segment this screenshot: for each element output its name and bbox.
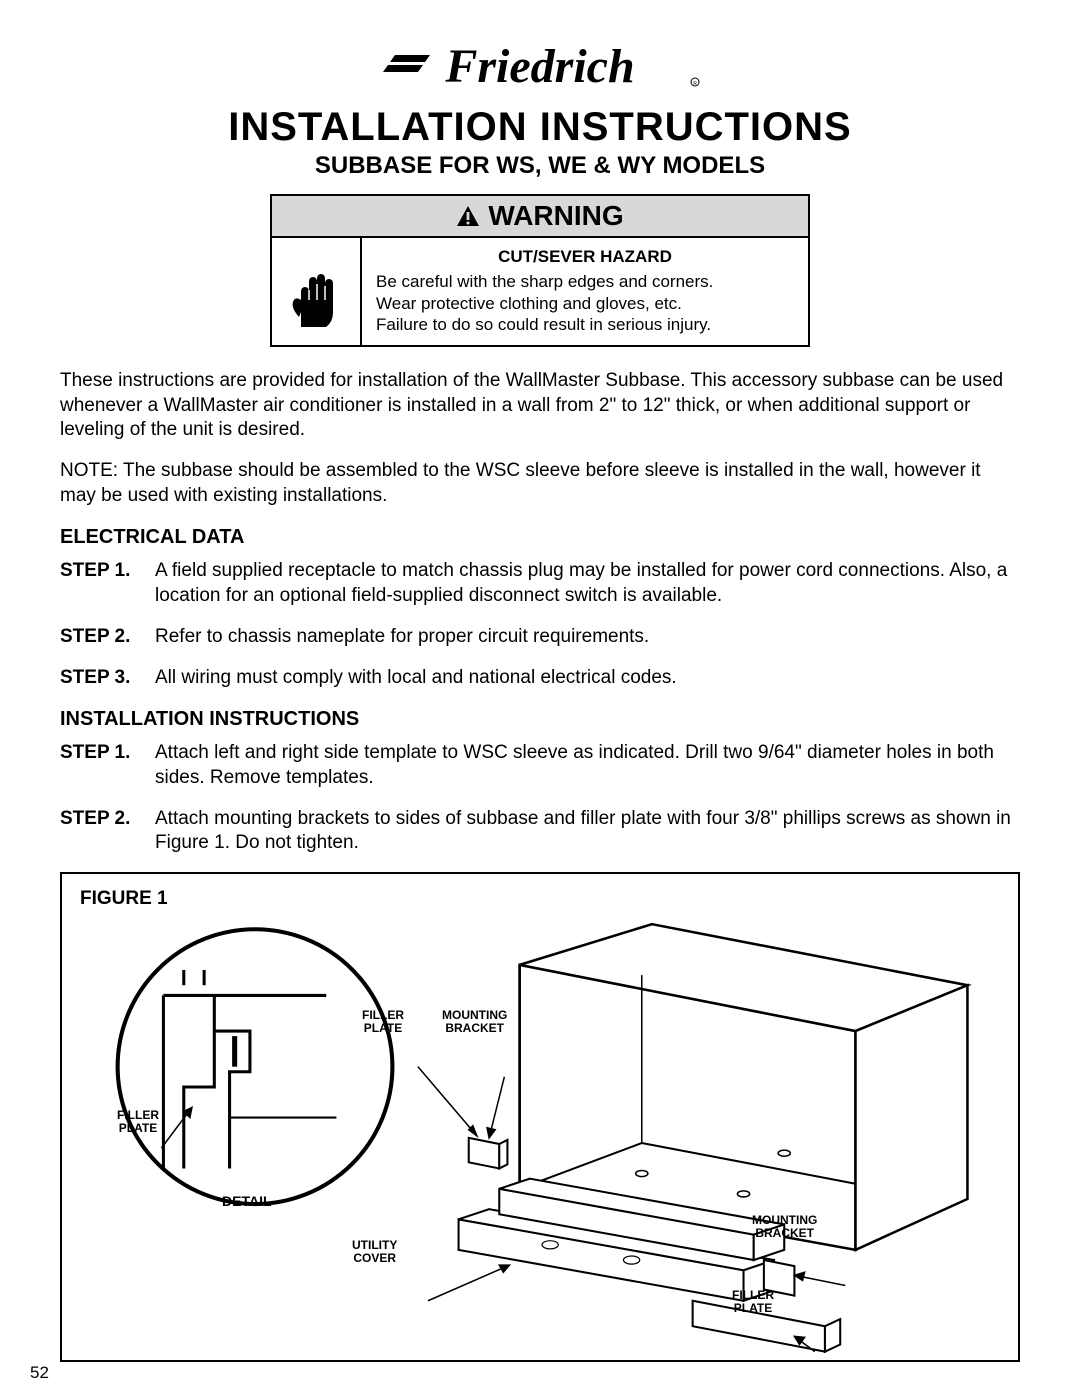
step-label: STEP 3. — [60, 666, 155, 691]
step-row: STEP 1.A field supplied receptacle to ma… — [60, 559, 1020, 608]
step-text: Attach mounting brackets to sides of sub… — [155, 807, 1020, 856]
step-row: STEP 1.Attach left and right side templa… — [60, 741, 1020, 790]
step-row: STEP 3.All wiring must comply with local… — [60, 666, 1020, 691]
step-text: Refer to chassis nameplate for proper ci… — [155, 625, 1020, 650]
figure-diagram — [82, 914, 998, 1362]
electrical-heading: ELECTRICAL DATA — [60, 526, 1020, 549]
warning-triangle-icon — [456, 205, 480, 227]
warning-line: Failure to do so could result in serious… — [376, 314, 794, 335]
brand-logo: Friedrich R — [60, 40, 1020, 97]
label-mounting-bracket-right: MOUNTINGBRACKET — [752, 1214, 817, 1240]
label-utility-cover: UTILITYCOVER — [352, 1239, 397, 1265]
label-filler-plate-right: FILLERPLATE — [732, 1289, 774, 1315]
warning-box: WARNING CUT/SEVER HAZARD Be careful with… — [270, 194, 810, 347]
figure-box: FIGURE 1 — [60, 872, 1020, 1362]
hazard-title: CUT/SEVER HAZARD — [376, 246, 794, 267]
step-text: All wiring must comply with local and na… — [155, 666, 1020, 691]
step-label: STEP 1. — [60, 559, 155, 608]
figure-title: FIGURE 1 — [80, 888, 1000, 910]
step-row: STEP 2.Refer to chassis nameplate for pr… — [60, 625, 1020, 650]
label-mounting-bracket-top: MOUNTINGBRACKET — [442, 1009, 507, 1035]
hand-icon — [272, 238, 362, 345]
warning-line: Wear protective clothing and gloves, etc… — [376, 293, 794, 314]
warning-title: WARNING — [488, 200, 623, 232]
step-label: STEP 2. — [60, 625, 155, 650]
warning-header: WARNING — [272, 196, 808, 238]
step-label: STEP 1. — [60, 741, 155, 790]
intro-paragraph: These instructions are provided for inst… — [60, 369, 1020, 443]
warning-line: Be careful with the sharp edges and corn… — [376, 271, 794, 292]
sub-title: SUBBASE FOR WS, WE & WY MODELS — [60, 152, 1020, 180]
warning-text: CUT/SEVER HAZARD Be careful with the sha… — [362, 238, 808, 345]
label-detail: DETAIL — [222, 1194, 272, 1209]
step-label: STEP 2. — [60, 807, 155, 856]
note-paragraph: NOTE: The subbase should be assembled to… — [60, 459, 1020, 508]
svg-text:R: R — [693, 81, 697, 87]
main-title: INSTALLATION INSTRUCTIONS — [60, 105, 1020, 150]
label-filler-plate-top: FILLERPLATE — [362, 1009, 404, 1035]
install-heading: INSTALLATION INSTRUCTIONS — [60, 708, 1020, 731]
page-number: 52 — [30, 1363, 49, 1383]
step-row: STEP 2.Attach mounting brackets to sides… — [60, 807, 1020, 856]
label-filler-plate-left: FILLERPLATE — [117, 1109, 159, 1135]
step-text: A field supplied receptacle to match cha… — [155, 559, 1020, 608]
step-text: Attach left and right side template to W… — [155, 741, 1020, 790]
svg-text:Friedrich: Friedrich — [444, 40, 634, 92]
